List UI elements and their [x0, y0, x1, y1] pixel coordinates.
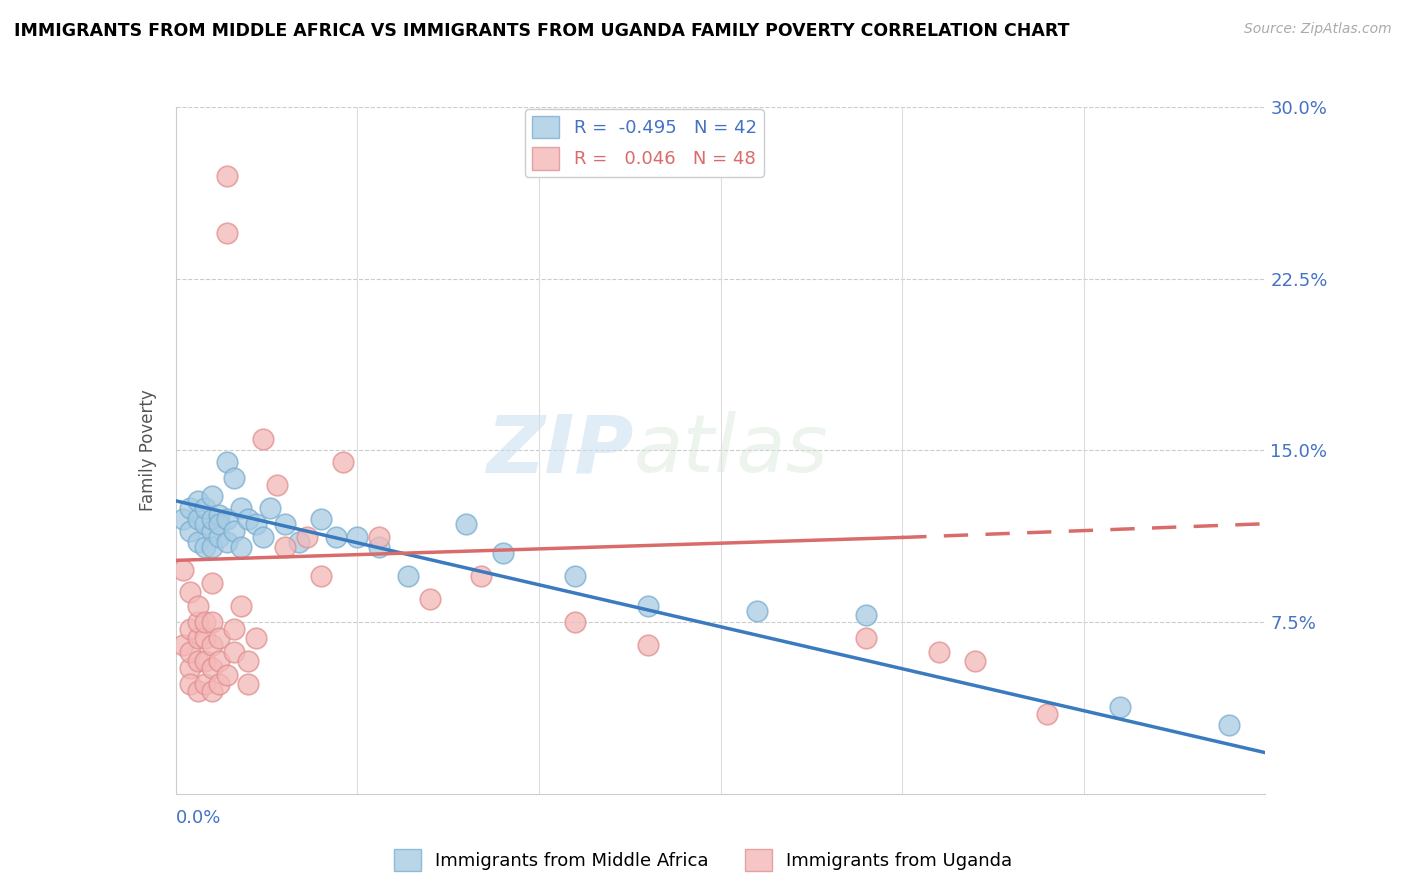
Point [179, 622, 201, 636]
Point [963, 654, 986, 668]
Point [201, 638, 224, 652]
Point [215, 226, 238, 240]
Point [637, 599, 659, 614]
Point [215, 512, 238, 526]
Point [274, 540, 297, 554]
Point [309, 512, 332, 526]
Point [179, 645, 201, 659]
Point [194, 654, 217, 668]
Y-axis label: Family Poverty: Family Poverty [139, 390, 157, 511]
Point [855, 608, 877, 623]
Point [215, 668, 238, 682]
Point [215, 169, 238, 183]
Point [208, 516, 231, 531]
Point [222, 645, 245, 659]
Point [222, 471, 245, 485]
Point [266, 478, 288, 492]
Point [215, 455, 238, 469]
Point [325, 531, 347, 545]
Point [201, 683, 224, 698]
Point [252, 432, 274, 446]
Point [186, 631, 209, 645]
Point [274, 516, 297, 531]
Text: atlas: atlas [633, 411, 828, 490]
Point [201, 615, 224, 630]
Point [179, 661, 201, 675]
Point [208, 654, 231, 668]
Point [745, 604, 768, 618]
Point [564, 615, 586, 630]
Point [194, 631, 217, 645]
Text: Source: ZipAtlas.com: Source: ZipAtlas.com [1244, 22, 1392, 37]
Point [194, 540, 217, 554]
Point [201, 489, 224, 503]
Point [231, 599, 253, 614]
Point [208, 631, 231, 645]
Text: 0.0%: 0.0% [176, 809, 221, 827]
Point [564, 569, 586, 583]
Point [492, 546, 515, 561]
Point [215, 535, 238, 549]
Point [231, 540, 253, 554]
Point [194, 615, 217, 630]
Point [470, 569, 492, 583]
Point [186, 654, 209, 668]
Point [194, 500, 217, 515]
Point [245, 516, 267, 531]
Point [259, 500, 281, 515]
Point [332, 455, 354, 469]
Point [419, 592, 441, 607]
Point [172, 562, 194, 576]
Point [208, 677, 231, 691]
Point [238, 654, 260, 668]
Point [855, 631, 877, 645]
Point [186, 599, 209, 614]
Point [186, 615, 209, 630]
Point [179, 524, 201, 538]
Point [1218, 718, 1240, 732]
Point [1036, 706, 1059, 721]
Point [396, 569, 419, 583]
Point [222, 622, 245, 636]
Point [222, 524, 245, 538]
Point [179, 500, 201, 515]
Point [179, 677, 201, 691]
Point [186, 512, 209, 526]
Point [194, 516, 217, 531]
Point [172, 512, 194, 526]
Point [179, 585, 201, 599]
Point [346, 531, 368, 545]
Point [245, 631, 267, 645]
Point [201, 524, 224, 538]
Point [201, 512, 224, 526]
Point [201, 576, 224, 591]
Point [252, 531, 274, 545]
Point [208, 531, 231, 545]
Point [201, 661, 224, 675]
Point [288, 535, 311, 549]
Point [368, 540, 391, 554]
Point [368, 531, 391, 545]
Point [637, 638, 659, 652]
Point [186, 683, 209, 698]
Point [231, 500, 253, 515]
Point [201, 540, 224, 554]
Point [186, 493, 209, 508]
Point [186, 535, 209, 549]
Point [208, 508, 231, 522]
Point [238, 512, 260, 526]
Point [1109, 699, 1132, 714]
Point [309, 569, 332, 583]
Point [194, 677, 217, 691]
Point [456, 516, 478, 531]
Text: IMMIGRANTS FROM MIDDLE AFRICA VS IMMIGRANTS FROM UGANDA FAMILY POVERTY CORRELATI: IMMIGRANTS FROM MIDDLE AFRICA VS IMMIGRA… [14, 22, 1070, 40]
Point [928, 645, 950, 659]
Point [238, 677, 260, 691]
Legend: R =  -0.495   N = 42, R =   0.046   N = 48: R = -0.495 N = 42, R = 0.046 N = 48 [524, 109, 763, 177]
Point [172, 638, 194, 652]
Point [295, 531, 318, 545]
Legend: Immigrants from Middle Africa, Immigrants from Uganda: Immigrants from Middle Africa, Immigrant… [387, 842, 1019, 879]
Text: ZIP: ZIP [486, 411, 633, 490]
